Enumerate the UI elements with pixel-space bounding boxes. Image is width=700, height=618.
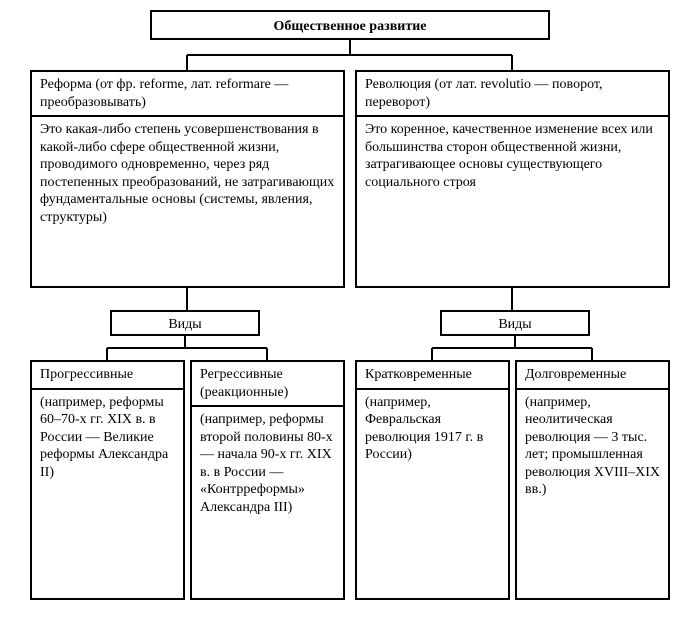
leaf-progressive: Прогрессивные (например, реформы 60–70-х… — [30, 360, 185, 600]
leaf-longterm-name: Долговременные — [517, 362, 668, 390]
right-types-label: Виды — [440, 310, 590, 336]
left-header: Реформа (от фр. reforme, лат. reformare … — [32, 72, 343, 117]
right-definition-box: Революция (от лат. revolutio — поворот, … — [355, 70, 670, 288]
leaf-progressive-example: (например, реформы 60–70-х гг. XIX в. в … — [40, 394, 175, 482]
leaf-progressive-name: Прогрессивные — [32, 362, 183, 390]
left-types-text: Виды — [168, 317, 201, 332]
leaf-shortterm-example: (например, Февральская революция 1917 г.… — [365, 394, 500, 464]
leaf-shortterm: Кратковременные (например, Февральская р… — [355, 360, 510, 600]
title-text: Общественное развитие — [273, 19, 426, 34]
hierarchy-diagram: Общественное развитие Реформа (от фр. re… — [10, 10, 690, 608]
leaf-longterm-example: (например, неолитическая революция — 3 т… — [525, 394, 660, 499]
right-header: Революция (от лат. revolutio — поворот, … — [357, 72, 668, 117]
left-types-label: Виды — [110, 310, 260, 336]
leaf-regressive: Регрессивные (реакционные) (например, ре… — [190, 360, 345, 600]
leaf-regressive-example: (например, реформы второй половины 80-х … — [200, 411, 335, 516]
leaf-regressive-name: Регрессивные (реакционные) — [192, 362, 343, 407]
left-definition: Это какая-либо степень усовершенствовани… — [40, 121, 335, 226]
left-definition-box: Реформа (от фр. reforme, лат. reformare … — [30, 70, 345, 288]
right-types-text: Виды — [498, 317, 531, 332]
leaf-longterm: Долговременные (например, неолитическая … — [515, 360, 670, 600]
title-box: Общественное развитие — [150, 10, 550, 40]
right-definition: Это коренное, качественное изменение все… — [365, 121, 660, 191]
leaf-shortterm-name: Кратковременные — [357, 362, 508, 390]
